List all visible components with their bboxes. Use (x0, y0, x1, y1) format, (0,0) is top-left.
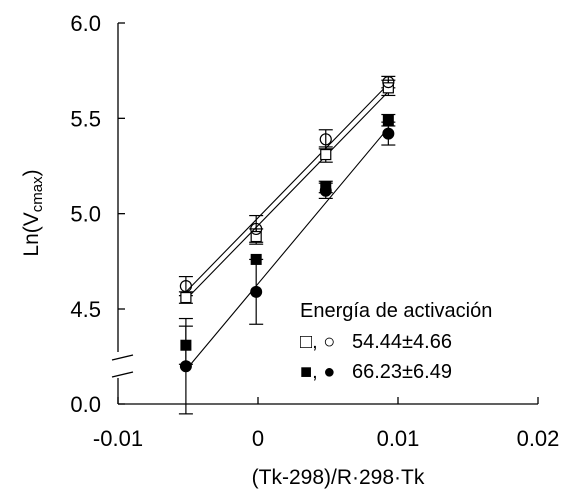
x-tick-label: 0.02 (517, 426, 560, 451)
axes: 6.0 5.5 5.0 4.5 0.0 -0.01 0 0.01 0.02 (70, 11, 559, 451)
fit-line (185, 83, 389, 293)
legend: Energía de activación □, ○ 54.44±4.66 ■,… (300, 300, 492, 383)
x-tick-label: 0.01 (377, 426, 420, 451)
y-tick-label: 5.0 (70, 202, 101, 227)
filled-circle-marker (319, 184, 332, 197)
open-square-marker (180, 291, 192, 304)
open-circle-marker (319, 133, 332, 146)
legend-entry-2-symbols: ■, ● (300, 361, 335, 383)
legend-title: Energía de activación (300, 300, 492, 322)
filled-square-marker (382, 114, 394, 126)
fit-line (185, 91, 389, 300)
filled-circle-marker (179, 360, 192, 373)
open-circle-marker (250, 222, 263, 236)
open-circle-marker (382, 76, 395, 89)
filled-square-marker (250, 253, 262, 265)
x-tick-label: -0.01 (93, 426, 143, 451)
y-axis-break-mark (111, 354, 134, 361)
open-square-marker (250, 230, 262, 243)
filled-circle-marker (250, 285, 263, 298)
legend-entry-1-symbols: □, ○ (300, 331, 335, 353)
y-tick-label: 6.0 (70, 11, 101, 36)
x-axis-title: (Tk-298)/R·298·Tk (252, 466, 425, 489)
y-tick-label: 0.0 (70, 392, 101, 417)
filled-circle-marker (382, 127, 395, 140)
open-circle-marker (179, 280, 192, 293)
y-axis-title: Ln(Vcmax) (20, 169, 46, 256)
fit-line (185, 127, 389, 371)
y-axis-break-mark (111, 371, 134, 378)
filled-square-marker (180, 339, 192, 351)
fit-lines (185, 83, 389, 371)
open-square-marker (320, 148, 332, 161)
legend-entry-1-label: 54.44±4.66 (352, 331, 452, 353)
y-tick-label: 5.5 (70, 106, 101, 131)
y-tick-label: 4.5 (70, 297, 101, 322)
x-tick-label: 0 (252, 426, 264, 451)
data-markers (179, 76, 395, 373)
legend-entry-2-label: 66.23±6.49 (352, 361, 452, 383)
